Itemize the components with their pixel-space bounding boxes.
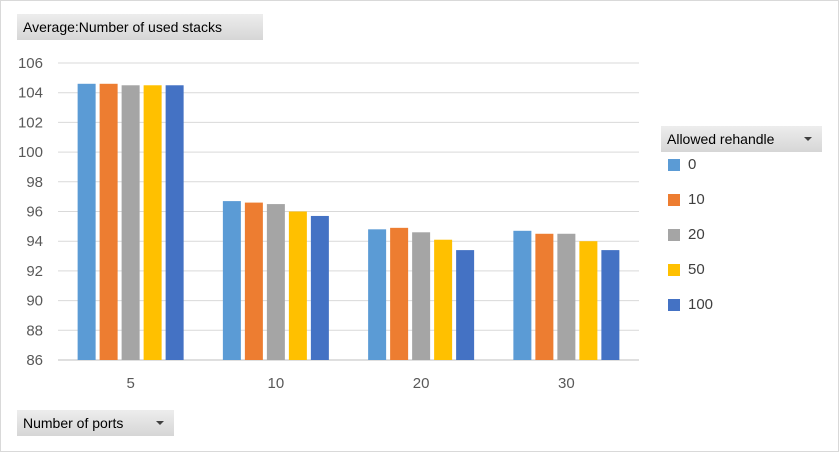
bar-30-50 [579, 241, 598, 360]
axis-field-button[interactable]: Number of ports [17, 410, 174, 436]
y-tick-label: 106 [18, 55, 43, 72]
bar-20-20 [412, 232, 431, 360]
bar-30-0 [513, 230, 532, 360]
legend-label: 10 [688, 191, 705, 208]
value-field-button[interactable]: Average:Number of used stacks [17, 14, 263, 40]
legend-swatch-icon [668, 159, 680, 171]
bar-20-0 [368, 229, 387, 360]
legend-label: 50 [688, 261, 705, 278]
legend-swatch-icon [668, 229, 680, 241]
bar-30-10 [535, 233, 554, 360]
bar-5-50 [143, 85, 162, 361]
bar-20-10 [390, 227, 409, 360]
x-tick-label: 10 [268, 375, 285, 392]
bar-10-20 [266, 204, 285, 360]
bar-20-50 [434, 239, 453, 360]
y-tick-label: 86 [26, 352, 43, 369]
value-field-label: Average:Number of used stacks [23, 19, 222, 35]
bar-10-10 [244, 202, 263, 360]
bar-5-0 [77, 83, 96, 360]
bar-5-10 [99, 83, 118, 360]
y-tick-label: 96 [26, 204, 43, 221]
legend-field-button[interactable]: Allowed rehandle [661, 126, 822, 152]
bar-30-100 [601, 250, 620, 360]
y-tick-label: 90 [26, 293, 43, 310]
bar-5-100 [165, 85, 184, 361]
legend-label: 0 [688, 156, 697, 173]
y-tick-label: 104 [18, 85, 43, 102]
y-tick-label: 92 [26, 263, 43, 280]
y-tick-label: 94 [26, 233, 43, 250]
y-tick-label: 88 [26, 322, 43, 339]
legend-field-label: Allowed rehandle [667, 131, 775, 147]
legend-label: 100 [688, 296, 714, 313]
dropdown-arrow-icon[interactable] [804, 137, 812, 141]
bar-20-100 [456, 250, 475, 360]
y-tick-label: 102 [18, 114, 43, 131]
axis-field-label: Number of ports [23, 415, 124, 431]
x-tick-label: 20 [413, 375, 430, 392]
x-tick-label: 30 [558, 375, 575, 392]
bar-10-100 [310, 215, 329, 360]
y-tick-label: 100 [18, 144, 43, 161]
legend-swatch-icon [668, 264, 680, 276]
legend-swatch-icon [668, 299, 680, 311]
bar-30-20 [557, 233, 576, 360]
legend-label: 20 [688, 226, 705, 243]
bar-10-0 [222, 201, 241, 360]
bar-10-50 [288, 211, 307, 360]
dropdown-arrow-icon[interactable] [156, 421, 164, 425]
legend-swatch-icon [668, 194, 680, 206]
x-tick-label: 5 [126, 375, 134, 392]
y-tick-label: 98 [26, 174, 43, 191]
bar-5-20 [121, 85, 140, 361]
